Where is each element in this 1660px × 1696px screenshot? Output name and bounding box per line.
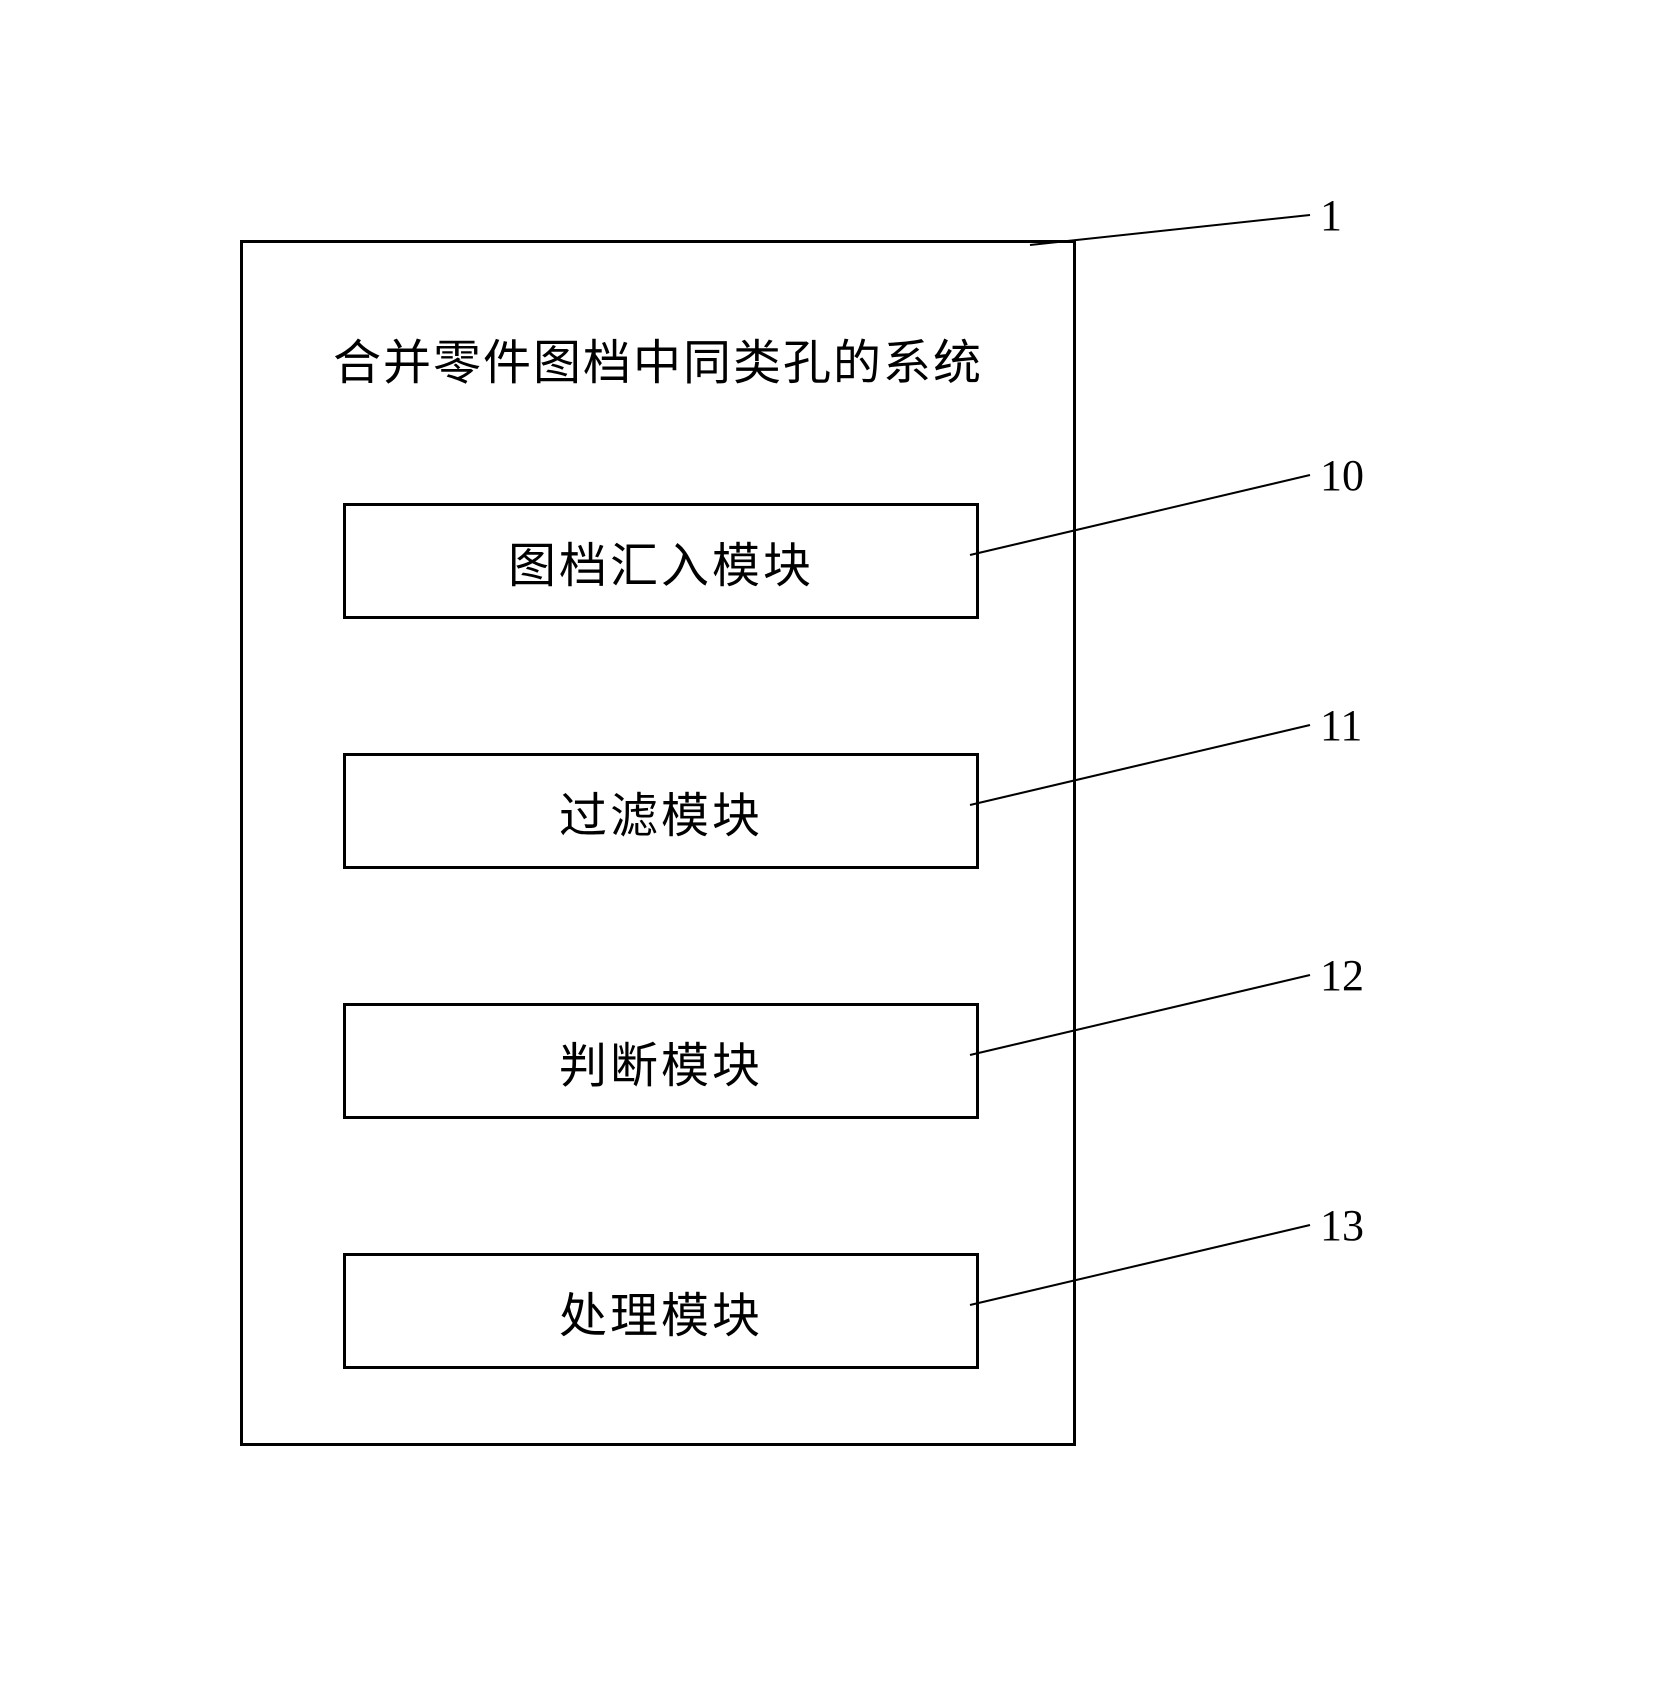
leader-line (970, 975, 1310, 1055)
ref-label-module-3: 13 (1320, 1200, 1364, 1251)
ref-label-module-2: 12 (1320, 950, 1364, 1001)
leader-line (970, 1225, 1310, 1305)
ref-label-module-1: 11 (1320, 700, 1362, 751)
leader-lines (0, 0, 1660, 1696)
leader-line (970, 725, 1310, 805)
leader-line (1030, 215, 1310, 245)
ref-label-container: 1 (1320, 190, 1342, 241)
ref-label-module-0: 10 (1320, 450, 1364, 501)
leader-line (970, 475, 1310, 555)
